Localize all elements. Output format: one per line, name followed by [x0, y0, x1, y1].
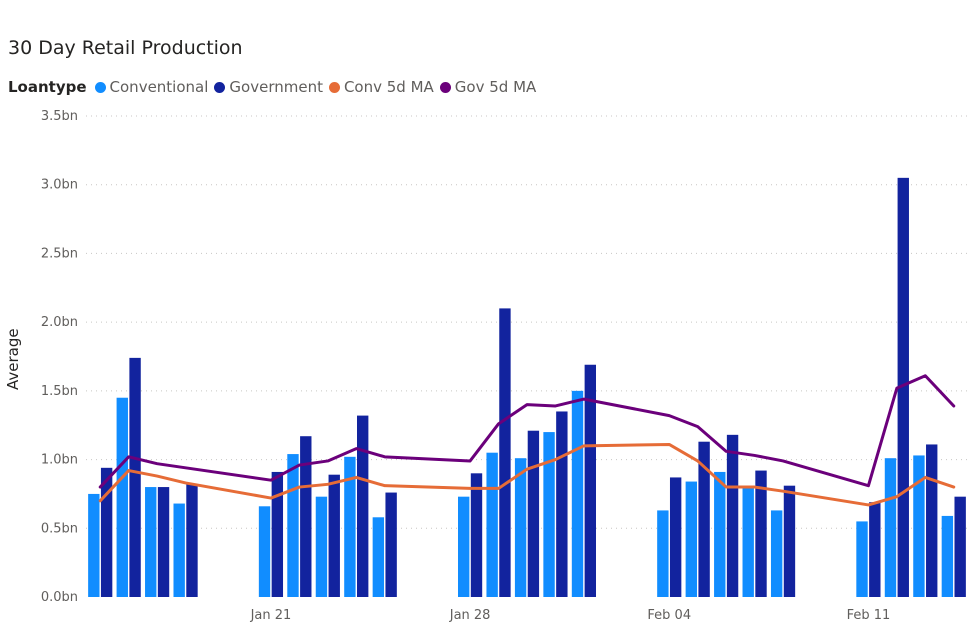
legend: Loantype Conventional Government Conv 5d…: [8, 78, 542, 96]
y-tick-label: 2.0bn: [41, 315, 78, 330]
bar-government: [357, 415, 369, 597]
bar-conventional: [742, 485, 754, 597]
y-tick-label: 1.0bn: [41, 453, 78, 468]
bar-government: [499, 308, 511, 597]
y-tick-label: 3.5bn: [41, 109, 78, 124]
bar-government: [527, 430, 540, 597]
bar-conventional: [173, 503, 185, 597]
bar-conventional: [287, 454, 299, 597]
bar-conventional: [514, 458, 527, 597]
y-tick-label: 0.5bn: [41, 521, 78, 536]
bar-conventional: [543, 432, 555, 597]
bar-government: [186, 484, 198, 597]
bar-government: [926, 444, 938, 597]
bar-conventional: [258, 506, 271, 597]
bar-conventional: [486, 452, 498, 597]
bar-government: [328, 474, 340, 597]
bar-government: [869, 502, 881, 597]
bar-conventional: [344, 456, 356, 597]
line-conv-5d-ma: [98, 442, 956, 507]
bar-conventional: [770, 510, 783, 597]
bar-government: [755, 470, 767, 597]
bar-conventional: [941, 515, 954, 597]
bar-government: [157, 487, 170, 597]
bar-conventional: [315, 496, 328, 597]
x-tick-label: Jan 21: [250, 608, 292, 623]
legend-item-conventional[interactable]: Conventional: [94, 78, 209, 96]
bar-conventional: [714, 471, 726, 597]
legend-marker-gov-5d-ma: [439, 81, 451, 93]
y-tick-label: 2.5bn: [41, 246, 78, 261]
legend-item-government[interactable]: Government: [214, 78, 323, 96]
bar-conventional: [571, 390, 584, 597]
bar-conventional: [913, 455, 925, 597]
legend-item-conv-5d-ma[interactable]: Conv 5d MA: [328, 78, 434, 96]
bar-conventional: [657, 510, 669, 597]
bar-conventional: [116, 397, 128, 597]
bar-conventional: [372, 517, 385, 597]
y-tick-label: 3.0bn: [41, 178, 78, 193]
legend-marker-government: [214, 81, 226, 93]
bar-government: [300, 436, 312, 597]
bar-government: [470, 473, 483, 597]
bar-government: [698, 441, 710, 597]
bar-government: [100, 467, 113, 597]
bar-government: [129, 357, 141, 597]
legend-label-gov-5d-ma: Gov 5d MA: [454, 78, 537, 96]
bar-government: [783, 485, 796, 597]
legend-marker-conv-5d-ma: [328, 81, 340, 93]
bar-government: [385, 492, 397, 597]
bar-conventional: [884, 458, 897, 597]
bar-conventional: [685, 481, 697, 597]
x-tick-label: Feb 11: [847, 608, 891, 623]
legend-label-conventional: Conventional: [109, 78, 209, 96]
x-tick-label: Jan 28: [449, 608, 491, 623]
legend-item-gov-5d-ma[interactable]: Gov 5d MA: [439, 78, 537, 96]
legend-label-government: Government: [229, 78, 323, 96]
bar-conventional: [145, 487, 157, 597]
bar-conventional: [88, 493, 100, 597]
legend-label-conv-5d-ma: Conv 5d MA: [343, 78, 434, 96]
line-gov-5d-ma: [98, 374, 956, 489]
bar-conventional: [458, 496, 470, 597]
bar-government: [669, 477, 682, 597]
chart-title: 30 Day Retail Production: [8, 37, 243, 59]
bar-government: [897, 177, 909, 598]
bar-government: [954, 496, 966, 597]
bar-government: [726, 434, 739, 597]
y-tick-label: 1.5bn: [41, 384, 78, 399]
legend-title: Loantype: [8, 78, 87, 96]
bar-government: [584, 364, 596, 597]
bar-government: [271, 471, 284, 597]
bar-government: [556, 411, 568, 597]
y-tick-label: 0.0bn: [41, 590, 78, 605]
bar-conventional: [856, 521, 868, 597]
x-tick-label: Feb 04: [647, 608, 691, 623]
legend-marker-conventional: [94, 81, 106, 93]
